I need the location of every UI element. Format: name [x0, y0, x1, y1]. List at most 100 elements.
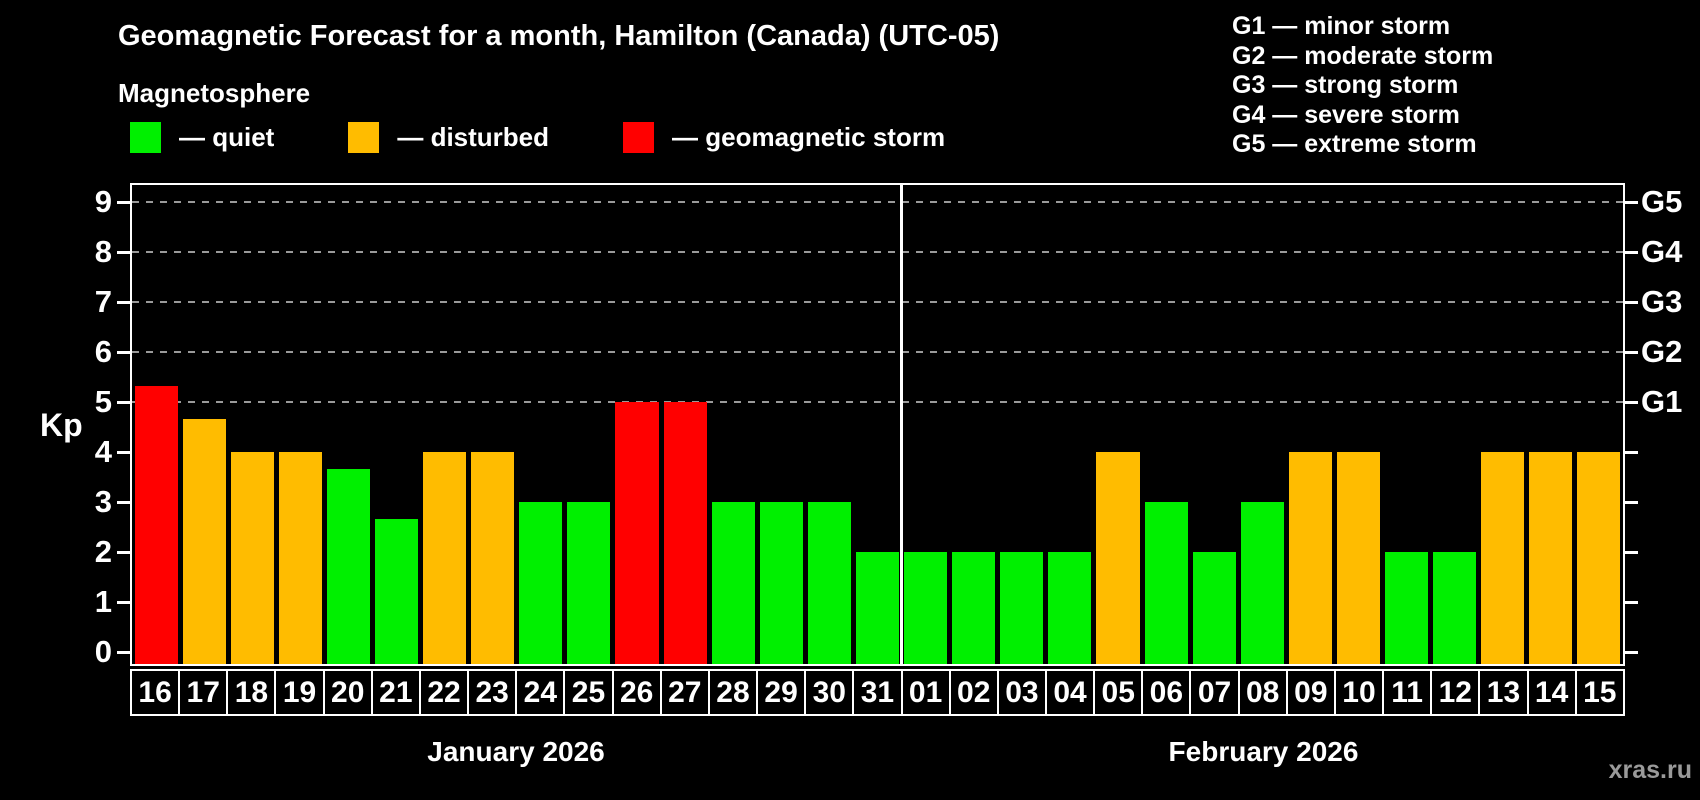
y-tick-right-1 — [1625, 601, 1638, 604]
day-label-jan-21: 21 — [370, 669, 421, 716]
y-tick-left-3 — [117, 501, 130, 504]
day-label-jan-24: 24 — [515, 669, 566, 716]
day-label-feb-07: 07 — [1189, 669, 1240, 716]
gridline-kp7 — [132, 301, 1623, 303]
bar-jan-26 — [615, 402, 659, 664]
bar-feb-15 — [1577, 452, 1621, 664]
y-tick-right-0 — [1625, 651, 1638, 654]
bar-jan-25 — [567, 502, 611, 664]
bar-jan-19 — [278, 452, 322, 664]
watermark-xras: xras.ru — [1608, 756, 1692, 784]
bar-feb-04 — [1048, 552, 1092, 664]
gridline-kp8 — [132, 251, 1623, 253]
month-label-february: February 2026 — [1168, 736, 1359, 767]
y-tick-right-2 — [1625, 551, 1638, 554]
y-tick-left-8 — [117, 251, 130, 254]
legend-item-quiet: — quiet — [130, 122, 274, 153]
y-tick-left-0 — [117, 651, 130, 654]
gridline-kp9 — [132, 201, 1623, 203]
day-label-jan-28: 28 — [707, 669, 759, 716]
bar-feb-14 — [1529, 452, 1573, 664]
legend-item-storm: — geomagnetic storm — [623, 122, 945, 153]
month-label-january: January 2026 — [427, 736, 605, 767]
y-tick-left-4 — [117, 451, 130, 454]
y-tick-label-2: 2 — [94, 534, 112, 569]
y-tick-right-6 — [1625, 351, 1638, 354]
bar-jan-29 — [759, 502, 803, 664]
day-label-feb-04: 04 — [1044, 669, 1096, 716]
bar-jan-22 — [423, 452, 467, 664]
bar-jan-18 — [230, 452, 274, 664]
bar-jan-23 — [471, 452, 515, 664]
day-label-jan-29: 29 — [756, 669, 807, 716]
day-label-jan-19: 19 — [274, 669, 325, 716]
day-label-jan-22: 22 — [418, 669, 470, 716]
y-tick-left-6 — [117, 351, 130, 354]
bar-feb-06 — [1144, 502, 1188, 664]
x-axis-day-labels: 16 17 18 19 20 21 22 23 24 25 26 27 28 29 30 31 01 02 03 04… — [130, 669, 1625, 716]
y-tick-label-1: 1 — [94, 584, 112, 619]
day-label-feb-01: 01 — [900, 669, 951, 716]
y-tick-left-9 — [117, 201, 130, 204]
chart-title: Geomagnetic Forecast for a month, Hamilt… — [118, 20, 1000, 52]
day-label-feb-06: 06 — [1141, 669, 1192, 716]
y-tick-right-8 — [1625, 251, 1638, 254]
day-label-jan-26: 26 — [611, 669, 662, 716]
bar-jan-17 — [182, 418, 226, 664]
day-label-feb-10: 10 — [1333, 669, 1385, 716]
y-tick-label-3: 3 — [94, 484, 112, 519]
bar-feb-07 — [1192, 552, 1236, 664]
bar-jan-24 — [519, 502, 563, 664]
day-label-jan-20: 20 — [322, 669, 373, 716]
y-tick-label-9: 9 — [94, 184, 112, 219]
legend-swatch-disturbed-icon — [348, 122, 380, 153]
day-label-feb-03: 03 — [996, 669, 1047, 716]
day-label-jan-27: 27 — [659, 669, 710, 716]
bar-jan-28 — [711, 502, 755, 664]
y-tick-left-1 — [117, 601, 130, 604]
gridline-kp6 — [132, 351, 1623, 353]
g-scale-line-1: G1 — minor storm — [1232, 12, 1451, 40]
y-tick-right-3 — [1625, 501, 1638, 504]
day-label-feb-05: 05 — [1093, 669, 1144, 716]
bar-jan-21 — [374, 518, 419, 664]
y-tick-left-5 — [117, 401, 130, 404]
y-tick-right-4 — [1625, 451, 1638, 454]
day-label-feb-13: 13 — [1478, 669, 1529, 716]
g-scale-legend: G1 — minor storm G2 — moderate storm G3 — … — [1232, 12, 1493, 160]
g-level-label-G1: G1 — [1641, 384, 1683, 419]
y-tick-right-5 — [1625, 401, 1638, 404]
g-level-label-G3: G3 — [1641, 284, 1683, 319]
day-label-feb-14: 14 — [1526, 669, 1577, 716]
bar-jan-20 — [326, 468, 370, 664]
g-scale-line-2: G2 — moderate storm — [1232, 41, 1494, 70]
magnetosphere-legend: — quiet — disturbed — geomagnetic storm — [130, 122, 945, 153]
day-label-jan-23: 23 — [467, 669, 518, 716]
bar-feb-09 — [1288, 452, 1332, 664]
gridline-kp5 — [132, 401, 1623, 403]
bar-feb-08 — [1240, 502, 1284, 664]
day-label-jan-16: 16 — [130, 669, 181, 716]
y-tick-left-7 — [117, 301, 130, 304]
y-tick-right-7 — [1625, 301, 1638, 304]
day-label-jan-18: 18 — [226, 669, 277, 716]
y-tick-label-8: 8 — [94, 234, 112, 269]
day-label-jan-25: 25 — [563, 669, 614, 716]
bar-feb-13 — [1481, 452, 1525, 664]
day-label-jan-30: 30 — [804, 669, 855, 716]
plot-area — [130, 183, 1625, 666]
g-scale-line-4: G4 — severe storm — [1232, 100, 1460, 129]
g-level-label-G4: G4 — [1641, 234, 1683, 269]
day-label-jan-17: 17 — [178, 669, 229, 716]
day-label-feb-12: 12 — [1430, 669, 1481, 716]
bar-feb-11 — [1385, 552, 1429, 664]
bar-jan-27 — [663, 402, 707, 664]
legend-item-label: — geomagnetic storm — [672, 122, 946, 152]
bar-feb-03 — [1000, 552, 1044, 664]
y-tick-left-2 — [117, 551, 130, 554]
legend-item-disturbed: — disturbed — [348, 122, 549, 153]
day-label-feb-15: 15 — [1574, 669, 1625, 716]
legend-item-label: — quiet — [179, 122, 275, 152]
bar-jan-31 — [855, 552, 900, 664]
day-label-feb-08: 08 — [1237, 669, 1288, 716]
